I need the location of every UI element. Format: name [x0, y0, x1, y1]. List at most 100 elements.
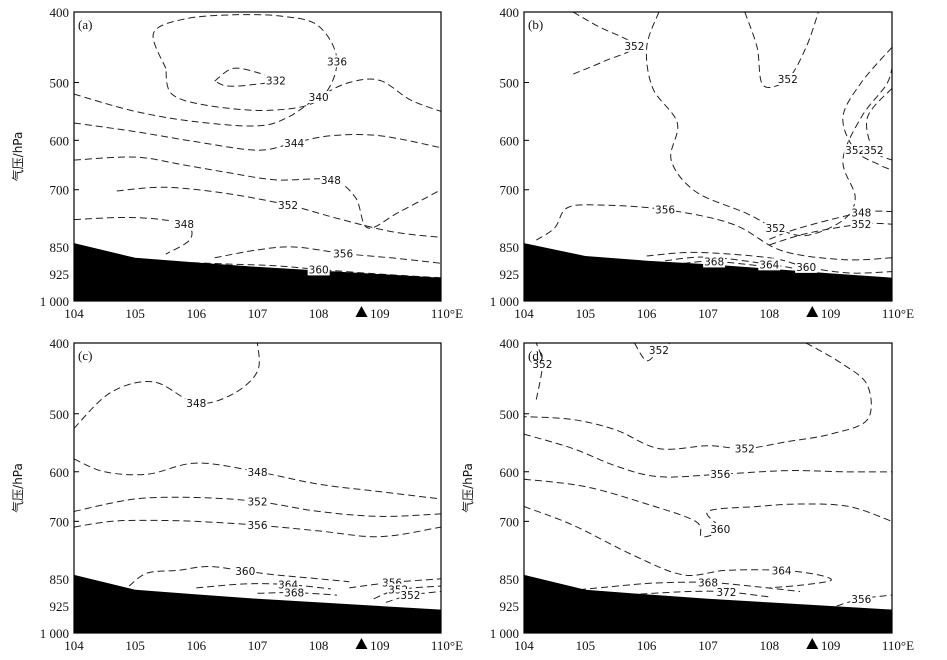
contour-label-bg: [264, 74, 287, 87]
contour-label-bg: [715, 585, 738, 598]
station-marker: [806, 638, 819, 649]
y-tick-label: 925: [50, 267, 70, 282]
y-tick-label: 500: [500, 407, 520, 422]
x-tick-label: 106: [187, 638, 207, 653]
x-tick-label: 109: [370, 638, 390, 653]
contour-label-bg: [173, 218, 196, 231]
contour-label-bg: [844, 144, 867, 157]
y-tick-label: 500: [50, 407, 70, 422]
contour-348: [74, 343, 260, 429]
contour-label: 344: [284, 138, 304, 150]
contour-label-bg: [733, 442, 756, 455]
contour-label-bg: [246, 495, 269, 508]
contour-label-bg: [709, 468, 732, 481]
panel-label: (c): [78, 348, 92, 363]
x-tick-label: 108: [309, 638, 329, 653]
x-tick-label: 110°E: [882, 638, 914, 653]
x-tick-label: 105: [125, 306, 145, 321]
contour-label-bg: [703, 255, 726, 268]
y-tick-label: 700: [50, 514, 70, 529]
y-tick-label: 700: [50, 183, 70, 198]
contour-label-bg: [850, 592, 873, 605]
contour-360: [128, 565, 350, 587]
x-tick-label: 104: [514, 306, 534, 321]
contour-label: 364: [772, 565, 792, 577]
contour-label: 348: [186, 398, 206, 410]
contour-348: [74, 156, 441, 229]
y-tick-label: 1 000: [40, 626, 69, 641]
contour-label-bg: [776, 72, 799, 85]
contour-label: 368: [284, 588, 304, 600]
contour-label-bg: [283, 586, 306, 599]
contour-356: [524, 433, 892, 478]
x-tick-label: 110°E: [431, 638, 463, 653]
contour-label: 364: [759, 259, 779, 271]
terrain-fill: [74, 243, 441, 301]
y-tick-label: 400: [50, 336, 70, 351]
y-tick-label: 700: [500, 514, 520, 529]
x-tick-label: 105: [125, 638, 145, 653]
contour-label: 332: [266, 75, 286, 87]
y-tick-label: 400: [50, 5, 70, 20]
contour-label: 340: [309, 92, 329, 104]
y-tick-label: 1 000: [490, 626, 519, 641]
contour-label: 348: [247, 467, 267, 479]
x-tick-label: 108: [760, 638, 780, 653]
x-tick-label: 107: [248, 638, 268, 653]
x-tick-label: 109: [370, 306, 390, 321]
contour-label-bg: [850, 218, 873, 231]
station-marker: [355, 306, 368, 317]
contour-label: 352: [851, 219, 871, 231]
x-tick-label: 106: [637, 306, 657, 321]
contour-label-bg: [326, 55, 349, 68]
contour-label: 352: [649, 345, 669, 357]
contour-352: [842, 46, 892, 171]
contour-label-bg: [283, 136, 306, 149]
contour-label: 336: [327, 56, 347, 68]
contour-label-bg: [862, 144, 885, 157]
contour-344: [74, 122, 441, 151]
x-tick-label: 109: [821, 638, 841, 653]
contour-368: [683, 260, 770, 268]
contour-360: [646, 251, 892, 274]
contour-label-bg: [709, 523, 732, 536]
x-tick-label: 107: [698, 638, 718, 653]
contour-label-bg: [850, 206, 873, 219]
contour-364: [665, 256, 807, 271]
y-tick-label: 600: [50, 465, 70, 480]
contour-label: 352: [864, 145, 884, 157]
panel-a: 336 332 340 344 348 352 348 356 360 104 105 106 107 1…: [10, 5, 463, 321]
contour-360: [524, 478, 892, 538]
contour-label: 360: [235, 566, 255, 578]
y-tick-label: 850: [500, 240, 520, 255]
panel-label: (b): [528, 17, 543, 32]
contour-348: [769, 210, 892, 240]
y-tick-label: 925: [500, 599, 520, 614]
contour-label: 360: [710, 524, 730, 536]
contour-336: [152, 14, 338, 111]
contour-label-bg: [277, 198, 300, 211]
y-tick-label: 925: [50, 599, 70, 614]
panel-label: (d): [528, 348, 543, 363]
y-axis-label: 气压/hPa: [10, 132, 25, 182]
contour-label-bg: [654, 203, 677, 216]
y-tick-label: 600: [500, 133, 520, 148]
x-tick-label: 104: [64, 306, 84, 321]
contour-label: 352: [247, 497, 267, 509]
x-tick-label: 105: [576, 306, 596, 321]
contour-372: [640, 590, 770, 598]
contour-label: 356: [247, 520, 267, 532]
y-tick-label: 600: [50, 133, 70, 148]
contour-352: [116, 186, 441, 238]
y-tick-label: 600: [500, 465, 520, 480]
y-tick-label: 850: [500, 572, 520, 587]
contour-label: 352: [624, 41, 644, 53]
x-tick-label: 106: [187, 306, 207, 321]
x-tick-label: 106: [637, 638, 657, 653]
contour-label: 360: [796, 262, 816, 274]
y-axis-label: 气压/hPa: [10, 463, 25, 513]
contour-label: 356: [333, 248, 353, 260]
contour-label-bg: [623, 39, 646, 52]
y-tick-label: 1 000: [40, 294, 69, 309]
